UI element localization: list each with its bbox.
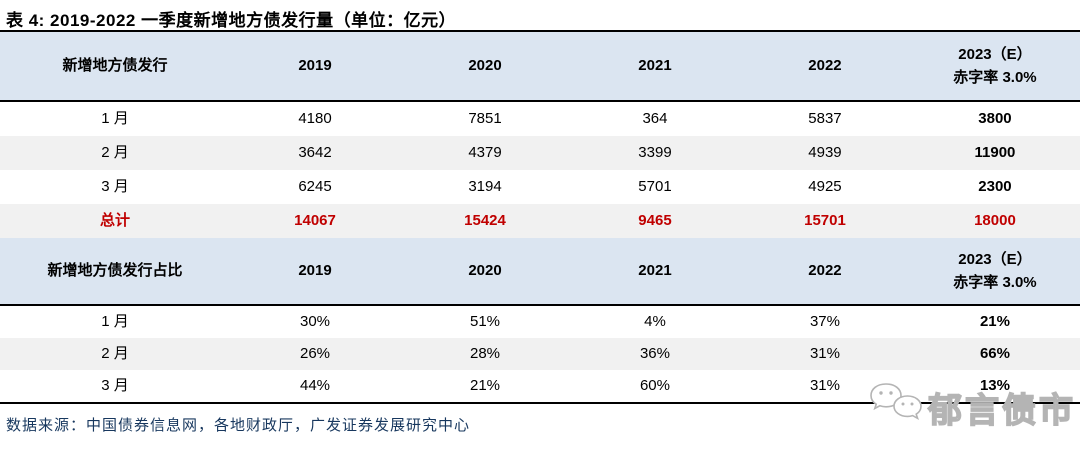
table-cell: 14067 — [294, 212, 336, 230]
table-header-row-share: 新增地方债发行占比 2019 2020 2021 2022 2023（E） 赤字… — [0, 238, 1080, 306]
table-cell: 18000 — [974, 212, 1016, 230]
table-header-row-issuance: 新增地方债发行 2019 2020 2021 2022 2023（E） 赤字率 … — [0, 32, 1080, 102]
table-row-feb-share: 2 月 26% 28% 36% 31% 66% — [0, 338, 1080, 370]
table-row-feb: 2 月 3642 4379 3399 4939 11900 — [0, 136, 1080, 170]
col-header-estimate: 2023（E） 赤字率 3.0% — [910, 43, 1080, 90]
table-cell: 15701 — [804, 212, 846, 230]
corner-label: 新增地方债发行占比 — [47, 262, 183, 280]
corner-label: 新增地方债发行 — [62, 57, 168, 75]
table-cell: 4379 — [468, 144, 502, 162]
table-cell: 3194 — [468, 178, 502, 196]
row-label: 总计 — [100, 212, 131, 230]
table-cell: 15424 — [464, 212, 506, 230]
table-cell: 5837 — [808, 110, 842, 128]
table-cell: 60% — [639, 377, 670, 395]
row-label: 2 月 — [101, 144, 129, 162]
table-cell: 31% — [809, 345, 840, 363]
table-row-mar-share: 3 月 44% 21% 60% 31% 13% — [0, 370, 1080, 402]
table-cell: 4939 — [808, 144, 842, 162]
row-label: 1 月 — [101, 313, 129, 331]
table-cell: 6245 — [298, 178, 332, 196]
table-row-mar: 3 月 6245 3194 5701 4925 2300 — [0, 170, 1080, 204]
row-label: 3 月 — [101, 178, 129, 196]
col-header: 2019 — [298, 262, 332, 280]
col-header: 2022 — [808, 262, 842, 280]
table-row-total: 总计 14067 15424 9465 15701 18000 — [0, 204, 1080, 238]
table-cell: 2300 — [978, 178, 1012, 196]
table-cell: 4180 — [298, 110, 332, 128]
table-cell: 36% — [639, 345, 670, 363]
table-cell: 30% — [300, 313, 331, 331]
estimate-deficit-label: 赤字率 3.0% — [953, 274, 1037, 291]
col-header: 2020 — [468, 57, 502, 75]
col-header: 2021 — [638, 262, 672, 280]
bond-issuance-table: 新增地方债发行 2019 2020 2021 2022 2023（E） 赤字率 … — [0, 30, 1080, 404]
table-cell: 9465 — [638, 212, 672, 230]
col-header: 2019 — [298, 57, 332, 75]
col-header: 2022 — [808, 57, 842, 75]
table-cell: 11900 — [974, 144, 1016, 162]
table-cell: 21% — [469, 377, 501, 395]
col-header: 2021 — [638, 57, 672, 75]
col-header: 2020 — [468, 262, 502, 280]
table-cell: 4925 — [808, 178, 842, 196]
row-label: 2 月 — [101, 345, 129, 363]
data-source-note: 数据来源：中国债券信息网，各地财政厅，广发证券发展研究中心 — [6, 417, 471, 434]
table-cell: 13% — [979, 377, 1010, 395]
table-cell: 3399 — [638, 144, 672, 162]
table-cell: 26% — [300, 345, 331, 363]
table-cell: 51% — [469, 313, 501, 331]
estimate-deficit-label: 赤字率 3.0% — [953, 69, 1037, 86]
table-cell: 4% — [644, 313, 666, 331]
table-cell: 5701 — [638, 178, 672, 196]
table-cell: 3800 — [978, 110, 1012, 128]
table-row-jan-share: 1 月 30% 51% 4% 37% 21% — [0, 306, 1080, 338]
table-cell: 3642 — [298, 144, 332, 162]
table-title: 表 4: 2019-2022 一季度新增地方债发行量（单位：亿元） — [6, 11, 457, 30]
table-cell: 66% — [979, 345, 1010, 363]
estimate-year-label: 2023（E） — [958, 45, 1032, 63]
table-cell: 44% — [300, 377, 331, 395]
table-cell: 31% — [809, 377, 840, 395]
table-cell: 7851 — [468, 110, 502, 128]
table-cell: 21% — [979, 313, 1010, 331]
row-label: 3 月 — [101, 377, 129, 395]
table-cell: 364 — [642, 110, 668, 128]
estimate-year-label: 2023（E） — [958, 250, 1032, 268]
col-header-estimate: 2023（E） 赤字率 3.0% — [910, 248, 1080, 295]
table-cell: 37% — [809, 313, 840, 331]
row-label: 1 月 — [101, 110, 129, 128]
table-row-jan: 1 月 4180 7851 364 5837 3800 — [0, 102, 1080, 136]
table-cell: 28% — [469, 345, 501, 363]
